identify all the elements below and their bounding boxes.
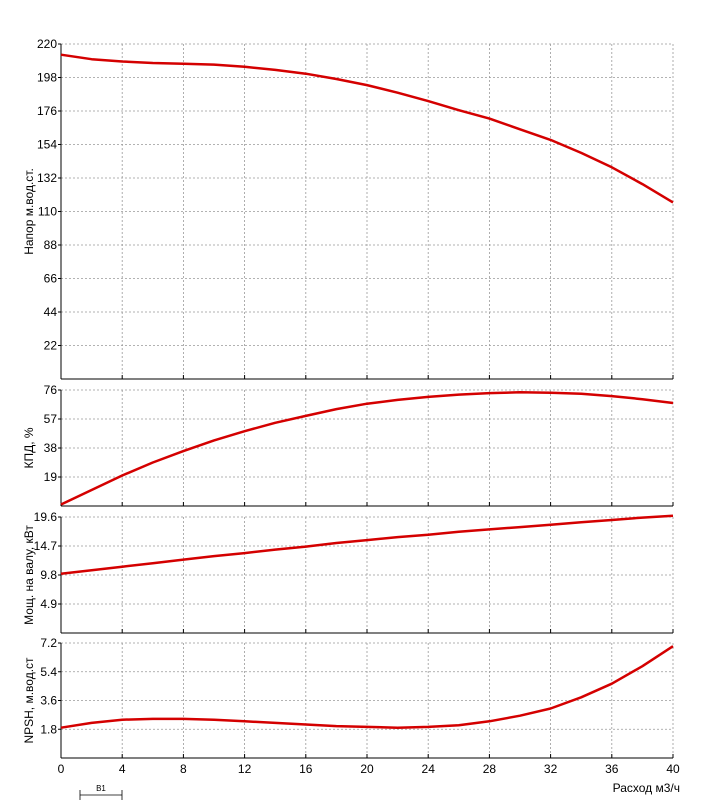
x-tick-label: 8 bbox=[180, 762, 187, 776]
curve bbox=[60, 645, 674, 729]
y-tick-label: 198 bbox=[37, 71, 57, 85]
x-tick-label: 32 bbox=[544, 762, 558, 776]
x-tick-label: 16 bbox=[299, 762, 313, 776]
y-tick-label: 176 bbox=[37, 104, 57, 118]
x-tick-label: 36 bbox=[605, 762, 619, 776]
y-tick-label: 14.7 bbox=[34, 539, 58, 553]
y-tick-label: 19 bbox=[44, 470, 58, 484]
y-tick-label: 44 bbox=[44, 305, 58, 319]
x-axis-label: Расход м3/ч bbox=[613, 781, 680, 795]
y-tick-label: 220 bbox=[37, 37, 57, 51]
y-axis-label: КПД, % bbox=[22, 427, 36, 468]
x-tick-label: 40 bbox=[666, 762, 680, 776]
y-tick-label: 132 bbox=[37, 171, 57, 185]
x-tick-label: 4 bbox=[119, 762, 126, 776]
curve bbox=[60, 514, 674, 576]
y-tick-label: 3.6 bbox=[40, 694, 57, 708]
y-tick-label: 57 bbox=[44, 412, 58, 426]
curve bbox=[60, 391, 674, 506]
y-tick-label: 88 bbox=[44, 238, 58, 252]
x-tick-label: 20 bbox=[360, 762, 374, 776]
y-tick-label: 22 bbox=[44, 339, 58, 353]
y-tick-label: 76 bbox=[44, 383, 58, 397]
y-axis-label: NPSH, м.вод.ст bbox=[22, 657, 36, 744]
y-tick-label: 5.4 bbox=[40, 665, 57, 679]
y-axis-label: Мощ. на валу, кВт bbox=[22, 525, 36, 625]
x-tick-label: 24 bbox=[422, 762, 436, 776]
x-tick-label: 12 bbox=[238, 762, 252, 776]
y-axis-label: Напор м.вод.ст. bbox=[22, 168, 36, 255]
x-tick-label: 0 bbox=[58, 762, 65, 776]
marker-label: B1 bbox=[96, 784, 106, 793]
y-tick-label: 110 bbox=[38, 205, 57, 219]
y-tick-label: 1.8 bbox=[40, 722, 57, 736]
y-tick-label: 7.2 bbox=[40, 636, 57, 650]
y-tick-label: 66 bbox=[44, 272, 58, 286]
y-tick-label: 9.8 bbox=[40, 568, 57, 582]
y-tick-label: 38 bbox=[44, 441, 58, 455]
curve bbox=[60, 53, 674, 204]
y-tick-label: 19.6 bbox=[34, 510, 58, 524]
x-tick-label: 28 bbox=[483, 762, 497, 776]
y-tick-label: 4.9 bbox=[40, 597, 57, 611]
y-tick-label: 154 bbox=[37, 138, 57, 152]
